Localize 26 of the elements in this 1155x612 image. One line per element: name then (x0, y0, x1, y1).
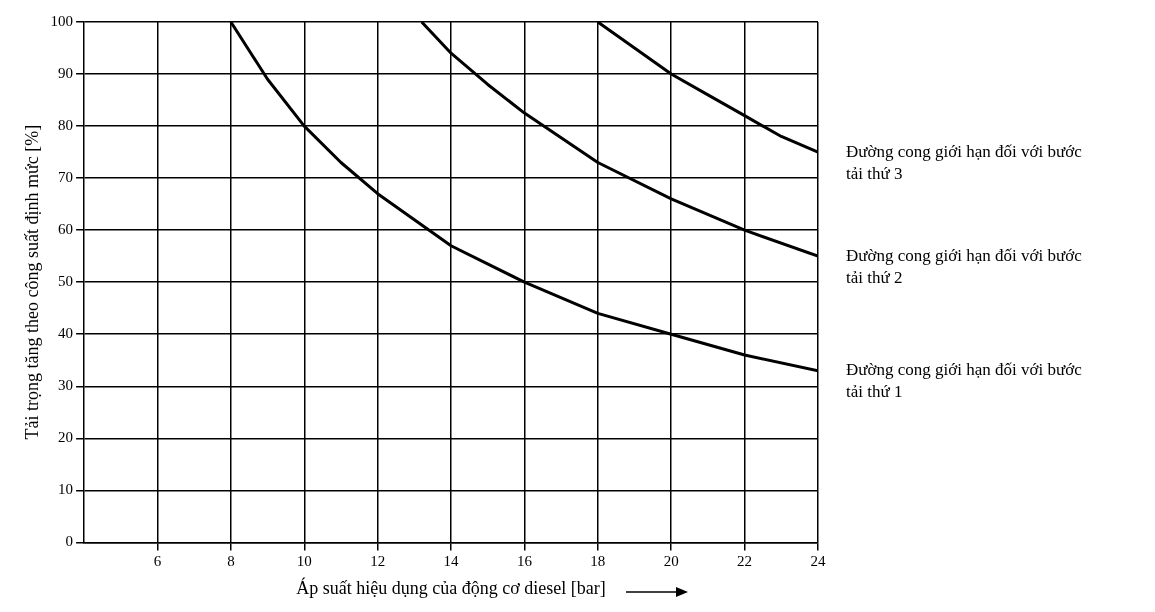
x-axis-title: Áp suất hiệu dụng của động cơ diesel [bar] (296, 576, 606, 598)
series-label: Đường cong giới hạn đối với bước tải thứ 3 (846, 141, 1083, 183)
series-label: Đường cong giới hạn đối với bước tải thứ 2 (846, 245, 1083, 287)
x-tick-label: 12 (370, 553, 386, 570)
x-tick-label: 20 (663, 553, 679, 570)
y-tick-label: 60 (58, 221, 74, 238)
x-tick-label: 6 (153, 553, 162, 570)
y-tick-label: 100 (50, 12, 74, 29)
x-tick-label: 24 (810, 553, 826, 570)
y-tick-label: 10 (58, 481, 74, 498)
y-tick-label: 80 (58, 117, 74, 134)
x-tick-label: 14 (443, 553, 460, 570)
y-tick-label: 20 (58, 429, 74, 446)
y-tick-label: 90 (58, 64, 74, 81)
x-tick-label: 8 (227, 553, 235, 570)
x-tick-label: 18 (590, 553, 606, 570)
y-tick-label: 50 (58, 273, 74, 290)
x-tick-label: 22 (737, 553, 753, 570)
y-tick-label: 0 (65, 533, 74, 550)
x-tick-label: 10 (296, 553, 312, 570)
x-tick-label: 16 (516, 553, 533, 570)
y-tick-label: 30 (58, 377, 74, 394)
y-tick-label: 40 (58, 325, 74, 342)
series-label: Đường cong giới hạn đối với bước tải thứ 1 (846, 360, 1083, 402)
y-tick-label: 70 (58, 169, 74, 186)
y-axis-title: Tải trọng tăng theo công suất định mức [%] (21, 124, 42, 440)
